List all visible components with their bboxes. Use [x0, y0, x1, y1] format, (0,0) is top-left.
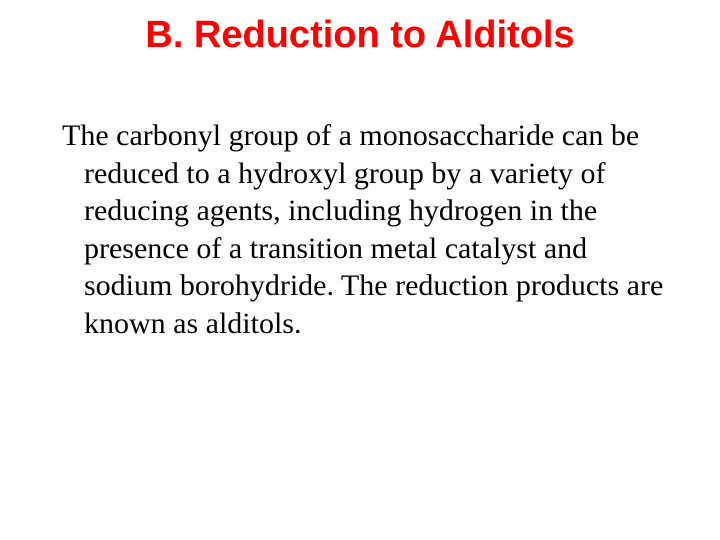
slide-body-text: The carbonyl group of a monosaccharide c… — [40, 117, 680, 342]
slide-title: B. Reduction to Alditols — [40, 14, 680, 57]
